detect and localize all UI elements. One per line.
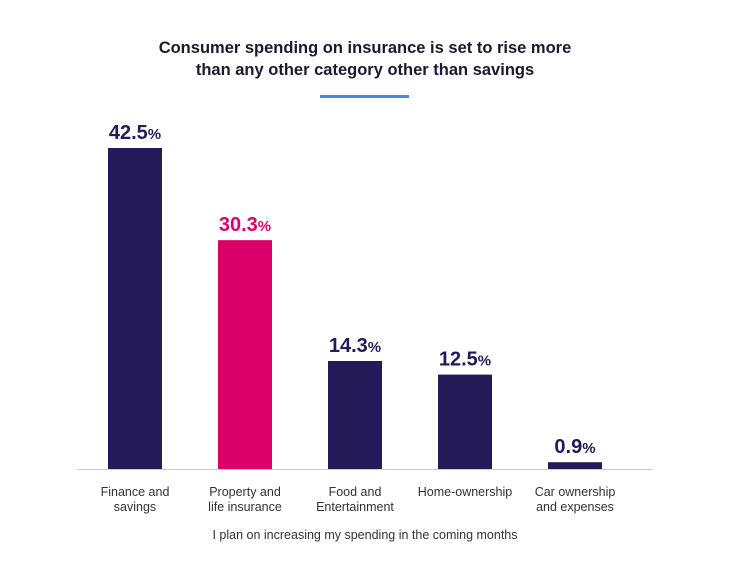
chart-title-line-1: Consumer spending on insurance is set to… bbox=[158, 39, 572, 57]
bar-2 bbox=[218, 240, 272, 469]
bar-1 bbox=[108, 148, 162, 469]
category-label-2: Property and life insurance bbox=[208, 485, 282, 514]
x-axis-title: I plan on increasing my spending in the … bbox=[212, 528, 518, 542]
data-label-4: 12.5% bbox=[439, 349, 491, 371]
data-label-5: 0.9% bbox=[554, 436, 595, 458]
category-label-5: Car ownership and expenses bbox=[535, 485, 616, 514]
bar-4 bbox=[438, 374, 492, 469]
chart-title-line-2: than any other category other than savin… bbox=[195, 61, 535, 79]
bar-5 bbox=[548, 462, 602, 469]
title-accent-line bbox=[320, 95, 409, 98]
chart-title: Consumer spending on insurance is set to… bbox=[0, 37, 730, 81]
data-label-1: 42.5% bbox=[109, 122, 161, 144]
data-label-2: 30.3% bbox=[219, 214, 271, 236]
category-label-4: Home-ownership bbox=[418, 485, 513, 499]
bar-3 bbox=[328, 360, 382, 469]
data-label-3: 14.3% bbox=[329, 335, 381, 357]
category-label-3: Food and Entertainment bbox=[316, 485, 394, 514]
category-label-1: Finance and savings bbox=[101, 485, 170, 514]
